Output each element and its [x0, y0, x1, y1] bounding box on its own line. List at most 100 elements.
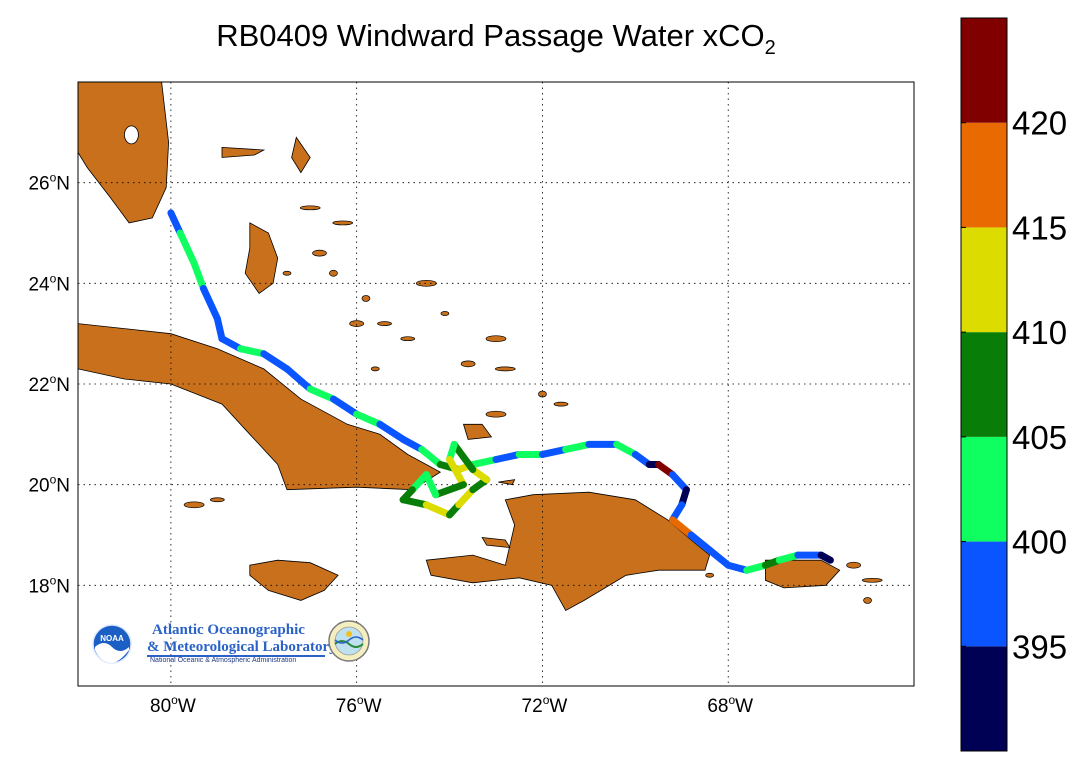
logo-rule — [147, 655, 325, 657]
colorbar-label-4: 415 — [1012, 209, 1067, 246]
colorbar-band-5 — [961, 122, 1007, 228]
island-11 — [485, 335, 507, 343]
land-gonave — [481, 537, 511, 549]
track-segment-9 — [306, 385, 337, 403]
lat-tick-label-4: 18oN — [28, 573, 70, 597]
lon-tick-label-0: 80oW — [150, 693, 196, 717]
ship-track — [167, 209, 834, 574]
lat-tick-label-1: 24oN — [28, 271, 70, 295]
colorbar-band-2 — [961, 436, 1007, 542]
track-segment-32 — [706, 546, 732, 569]
lat-tick-label-0-dir: N — [56, 174, 70, 195]
island-19 — [846, 561, 861, 569]
island-22 — [209, 497, 225, 503]
lat-tick-label-0-deg-symbol: o — [50, 171, 57, 185]
lat-tick-label-3: 20oN — [28, 473, 70, 497]
logo-line-1: Atlantic Oceanographic — [152, 622, 305, 638]
lat-tick-label-2-deg-symbol: o — [50, 372, 57, 386]
colorbar-label-0: 395 — [1012, 628, 1067, 665]
lon-tick-label-3: 68oW — [707, 693, 753, 717]
island-17 — [485, 410, 507, 418]
island-15 — [329, 269, 338, 277]
track-segment-18 — [492, 450, 523, 463]
lon-tick-label-0-deg: 80 — [150, 696, 171, 717]
map-title: RB0409 Windward Passage Water xCO2 — [78, 18, 914, 60]
track-loop-segment-11 — [432, 481, 467, 499]
island-13 — [349, 320, 365, 327]
track-segment-23 — [613, 440, 639, 458]
island-0 — [282, 270, 292, 276]
noaa-emblem-text: NOAA — [100, 634, 124, 643]
island-12 — [370, 366, 380, 372]
lon-tick-label-3-deg-symbol: o — [728, 693, 735, 707]
land-florida — [78, 82, 170, 224]
lat-tick-label-2: 22oN — [28, 372, 70, 396]
colorbar-frame — [960, 17, 1008, 752]
aoml-seal-icon — [328, 620, 370, 662]
track-segment-2 — [190, 259, 207, 292]
colorbar-band-4 — [961, 227, 1007, 333]
title-subscript: 2 — [764, 37, 776, 59]
track-segment-14 — [418, 445, 444, 469]
track-segment-13 — [399, 435, 426, 453]
island-4 — [377, 321, 392, 326]
lat-tick-label-1-deg-symbol: o — [50, 271, 57, 285]
lat-tick-label-2-deg: 22 — [28, 375, 49, 396]
track-loop-segment-10 — [446, 456, 467, 489]
land-great-abaco — [291, 136, 311, 174]
track-loop-segment-2 — [399, 496, 430, 509]
lon-tick-label-0-deg-symbol: o — [171, 693, 178, 707]
land-great-inagua — [462, 423, 493, 440]
island-7 — [460, 360, 476, 368]
land-cuba — [78, 323, 442, 491]
lat-tick-label-3-deg-symbol: o — [50, 473, 57, 487]
land-layer — [78, 82, 883, 612]
lat-tick-label-3-dir: N — [56, 476, 70, 497]
lon-tick-label-1-dir: W — [364, 696, 382, 717]
title-text: RB0409 Windward Passage Water xCO — [216, 18, 765, 53]
aoml-logo: NOAA Atlantic Oceanographic & Meteorolog… — [92, 620, 377, 672]
lon-tick-label-3-dir: W — [735, 696, 753, 717]
island-3 — [361, 295, 371, 302]
colorbar-band-6 — [961, 18, 1007, 123]
track-loop-segment-12 — [422, 471, 440, 499]
colorbar-label-5: 420 — [1012, 105, 1067, 142]
colorbar-band-1 — [961, 541, 1007, 647]
lon-tick-label-2-deg-symbol: o — [543, 693, 550, 707]
track-segment-1 — [176, 229, 198, 267]
colorbar-band-0 — [961, 646, 1007, 751]
land-jamaica — [249, 559, 339, 601]
lon-tick-label-1-deg-symbol: o — [357, 693, 364, 707]
land-grand-bahama — [221, 146, 266, 158]
lake-okeechobee — [124, 125, 139, 145]
lon-tick-label-2: 72oW — [522, 693, 568, 717]
lat-tick-label-4-dir: N — [56, 576, 70, 597]
island-14 — [299, 205, 321, 211]
grid-layer — [78, 82, 914, 686]
land-hispaniola — [425, 491, 711, 612]
lon-tick-label-2-dir: W — [549, 696, 567, 717]
land-andros — [244, 222, 279, 294]
island-21 — [863, 597, 872, 604]
island-20 — [861, 577, 883, 583]
lat-tick-label-2-dir: N — [56, 375, 70, 396]
lon-tick-label-0-dir: W — [178, 696, 196, 717]
track-segment-11 — [353, 410, 384, 428]
logo-line-3: National Oceanic & Atmospheric Administr… — [150, 657, 297, 664]
lat-tick-label-4-deg: 18 — [28, 576, 49, 597]
track-segment-20 — [538, 445, 570, 458]
island-23 — [183, 501, 205, 509]
map-frame — [77, 81, 915, 687]
island-16 — [400, 336, 416, 342]
track-segment-0 — [167, 209, 184, 237]
track-segment-6 — [237, 345, 268, 358]
colorbar-band-3 — [961, 332, 1007, 437]
lat-tick-label-4-deg-symbol: o — [50, 573, 57, 587]
lon-tick-label-2-deg: 72 — [522, 696, 543, 717]
track-segment-30 — [668, 516, 695, 539]
track-segment-31 — [687, 531, 714, 554]
track-segment-7 — [260, 350, 291, 373]
track-segment-38 — [817, 551, 834, 564]
